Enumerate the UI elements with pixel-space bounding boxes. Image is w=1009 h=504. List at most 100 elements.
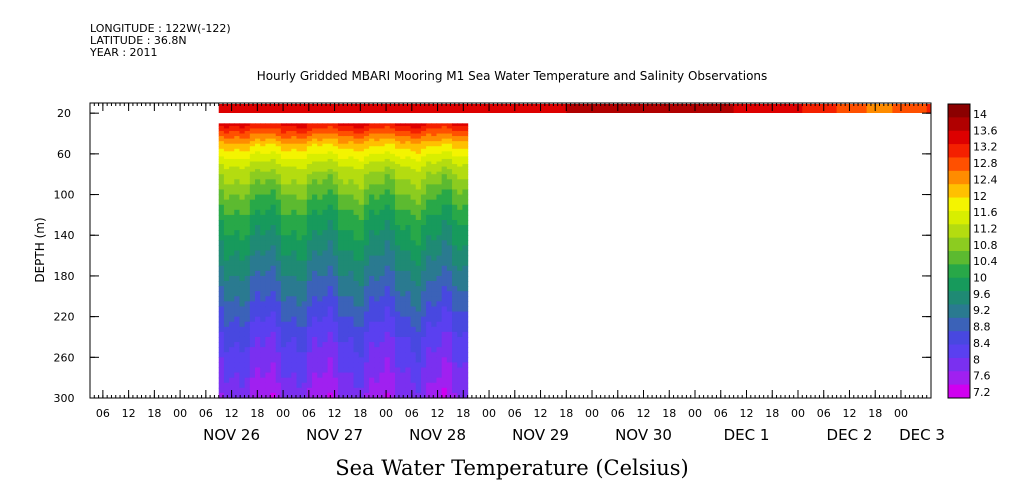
profile-cell	[395, 166, 401, 170]
profile-cell	[431, 316, 438, 323]
profile-cell	[353, 214, 360, 221]
profile-cell	[348, 148, 355, 152]
profile-cell	[415, 161, 422, 165]
profile-cell	[410, 133, 417, 137]
profile-cell	[420, 166, 427, 170]
profile-cell	[446, 316, 453, 323]
profile-cell	[275, 382, 282, 389]
profile-cell	[327, 347, 334, 353]
profile-cell	[452, 377, 458, 384]
profile-cell	[332, 240, 339, 247]
profile-cell	[280, 367, 287, 374]
profile-cell	[286, 179, 292, 185]
profile-cell	[436, 362, 443, 369]
profile-cell	[436, 158, 443, 163]
profile-cell	[296, 377, 303, 384]
profile-cell	[446, 372, 453, 379]
profile-cell	[384, 342, 391, 348]
profile-cell	[374, 377, 381, 384]
profile-cell	[301, 204, 308, 211]
profile-cell	[301, 166, 308, 170]
profile-cell	[291, 352, 298, 358]
profile-cell	[229, 161, 235, 165]
profile-cell	[249, 194, 256, 201]
profile-cell	[244, 141, 251, 145]
profile-cell	[436, 245, 443, 252]
profile-cell	[384, 125, 391, 130]
profile-cell	[312, 143, 318, 147]
profile-cell	[462, 367, 469, 374]
profile-cell	[223, 387, 230, 394]
x-tick-label: 00	[379, 407, 393, 420]
profile-cell	[420, 275, 427, 282]
profile-cell	[457, 153, 464, 158]
profile-cell	[353, 326, 360, 333]
profile-cell	[389, 148, 396, 152]
profile-cell	[446, 166, 453, 170]
profile-cell	[431, 148, 438, 152]
profile-cell	[369, 161, 375, 165]
profile-cell	[306, 169, 313, 173]
profile-cell	[431, 296, 438, 302]
profile-cell	[249, 184, 256, 191]
profile-cell	[265, 382, 272, 389]
profile-cell	[332, 199, 339, 206]
profile-cell	[322, 352, 329, 358]
x-tick-label: 06	[611, 407, 625, 420]
profile-cell	[332, 189, 339, 196]
profile-cell	[348, 151, 355, 155]
profile-cell	[239, 362, 246, 369]
profile-cell	[239, 184, 246, 191]
profile-cell	[353, 387, 360, 394]
profile-cell	[389, 161, 396, 165]
surface-cell	[662, 104, 670, 113]
profile-cell	[343, 367, 349, 374]
profile-cell	[343, 245, 349, 252]
surface-cell	[823, 104, 829, 113]
profile-cell	[327, 342, 334, 348]
profile-cell	[431, 219, 438, 226]
profile-cell	[405, 260, 412, 267]
profile-cell	[296, 357, 303, 363]
profile-cell	[415, 158, 422, 163]
profile-cell	[358, 331, 365, 338]
profile-cell	[379, 128, 386, 132]
profile-cell	[395, 336, 401, 343]
profile-cell	[353, 296, 360, 302]
profile-cell	[400, 166, 406, 170]
profile-cell	[244, 128, 251, 132]
profile-cell	[457, 230, 464, 236]
profile-cell	[441, 194, 448, 201]
profile-cell	[301, 250, 308, 257]
profile-cell	[436, 291, 443, 297]
profile-cell	[457, 286, 464, 292]
profile-cell	[291, 151, 298, 155]
profile-cell	[229, 184, 235, 191]
profile-cell	[415, 235, 422, 241]
profile-cell	[229, 377, 235, 384]
profile-cell	[400, 136, 406, 140]
surface-cell	[372, 104, 387, 113]
profile-cell	[218, 148, 225, 152]
profile-cell	[260, 143, 266, 147]
profile-cell	[343, 158, 349, 163]
profile-cell	[358, 156, 365, 160]
profile-cell	[275, 286, 282, 292]
profile-cell	[426, 128, 432, 132]
profile-cell	[260, 128, 266, 132]
profile-cell	[275, 331, 282, 338]
profile-cell	[343, 255, 349, 262]
profile-cell	[255, 166, 261, 170]
profile-cell	[410, 235, 417, 241]
profile-cell	[452, 240, 458, 247]
profile-cell	[275, 367, 282, 374]
profile-cell	[317, 372, 324, 379]
profile-cell	[363, 148, 370, 152]
profile-cell	[343, 148, 349, 152]
profile-cell	[332, 291, 339, 297]
profile-cell	[218, 331, 225, 338]
profile-cell	[218, 321, 225, 328]
profile-cell	[343, 316, 349, 323]
profile-cell	[358, 225, 365, 231]
profile-cell	[301, 357, 308, 363]
